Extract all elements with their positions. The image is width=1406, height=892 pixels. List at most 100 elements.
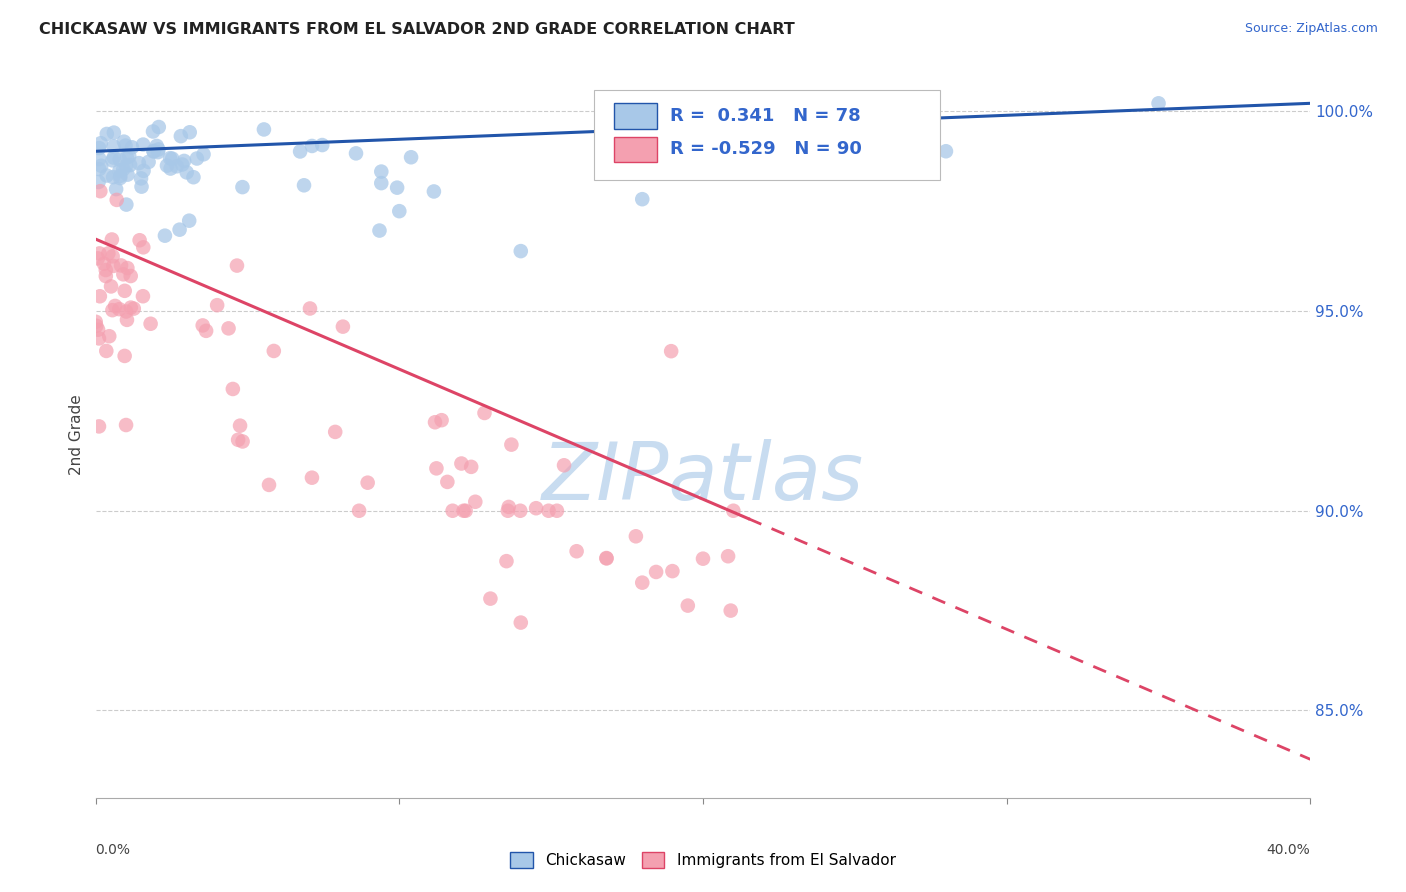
Point [645,565,668,579]
Point [301,471,323,485]
Point [474,406,496,420]
Text: ZIPatlas: ZIPatlas [541,440,865,517]
Point [101,232,124,246]
Point [101,170,124,185]
Point [89,152,111,166]
Point [96,127,118,141]
Point [94,263,117,277]
Point [118,149,141,163]
Point [139,317,162,331]
Point [96,343,118,358]
Point [253,122,276,136]
Point [166,159,188,173]
Point [87,175,110,189]
Text: R =  0.341   N = 78: R = 0.341 N = 78 [671,107,860,125]
Point [115,159,138,173]
Point [110,169,132,183]
Point [509,244,531,259]
Point [509,615,531,630]
Point [311,138,333,153]
FancyBboxPatch shape [593,89,939,180]
Point [89,184,111,198]
Point [229,418,252,433]
Point [114,138,136,153]
Point [368,223,391,237]
Point [186,152,208,166]
Point [105,193,128,207]
Point [84,318,107,333]
Point [298,301,321,316]
Point [132,164,155,178]
Point [537,504,560,518]
Point [226,259,249,273]
Point [717,549,740,564]
Point [370,164,392,178]
Point [97,246,120,260]
Point [128,233,150,247]
Point [183,170,205,185]
Point [117,261,139,276]
Point [356,475,378,490]
Point [263,343,285,358]
Point [87,331,110,345]
Point [89,289,111,303]
Point [87,252,110,266]
Point [692,164,714,178]
Point [423,185,446,199]
Point [104,299,127,313]
Point [103,126,125,140]
Point [659,344,682,359]
Point [292,178,315,193]
Text: 0.0%: 0.0% [96,843,131,857]
Point [332,319,354,334]
Point [101,153,124,168]
Point [323,425,346,439]
Point [138,155,160,169]
Point [454,504,477,518]
Point [347,504,370,518]
Point [120,301,142,315]
Point [631,192,654,206]
Point [370,176,392,190]
Point [132,289,155,303]
Point [115,313,138,327]
Point [546,504,568,518]
Point [179,125,201,139]
Point [128,156,150,170]
Point [156,159,179,173]
Point [122,301,145,316]
FancyBboxPatch shape [614,103,657,128]
Point [89,246,111,260]
Point [524,501,547,516]
Point [344,146,367,161]
Point [464,495,486,509]
Point [195,324,218,338]
Point [103,139,125,153]
Point [112,268,135,282]
Point [495,554,517,568]
Point [453,504,475,518]
Point [301,139,323,153]
Point [120,158,142,172]
Point [425,461,447,475]
Point [87,419,110,434]
Point [131,179,153,194]
Point [226,433,249,447]
Point [1147,96,1170,111]
Point [460,459,482,474]
Point [257,478,280,492]
Point [112,135,135,149]
Text: 40.0%: 40.0% [1267,843,1310,857]
Point [108,163,131,178]
Point [101,303,124,318]
Point [676,599,699,613]
FancyBboxPatch shape [614,136,657,162]
Point [661,564,683,578]
Point [93,257,115,271]
Point [553,458,575,473]
Point [94,269,117,284]
Point [148,120,170,134]
Point [145,139,167,153]
Point [479,591,502,606]
Point [100,279,122,293]
